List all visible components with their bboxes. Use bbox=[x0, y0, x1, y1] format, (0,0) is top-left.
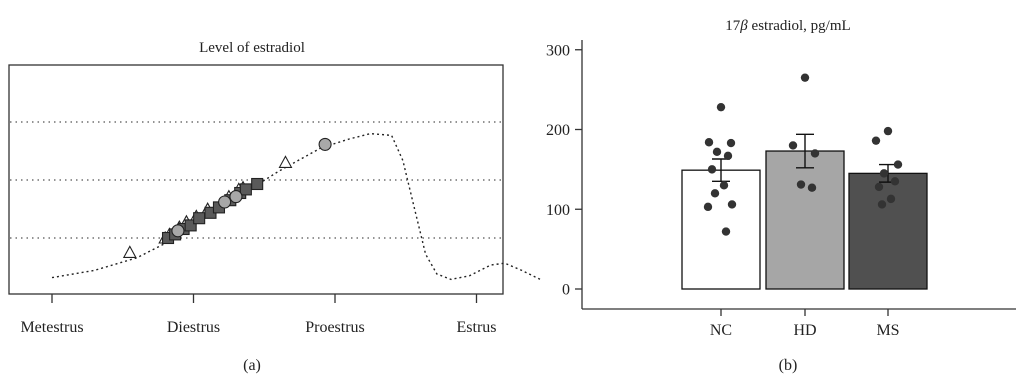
point-nc-4 bbox=[723, 151, 733, 161]
point-nc-9 bbox=[703, 202, 713, 212]
y-ticks: 0 100 200 300 bbox=[546, 42, 582, 299]
panel-a: Level of estradiol Metestrus Diestrus Pr… bbox=[8, 40, 541, 374]
circle-marker-1 bbox=[218, 195, 232, 209]
x-tick-label-nc: NC bbox=[710, 322, 732, 339]
point-hd-3 bbox=[796, 180, 806, 189]
triangle-marker-0 bbox=[122, 245, 137, 258]
point-ms-0 bbox=[883, 126, 893, 136]
point-nc-10 bbox=[721, 227, 731, 236]
x-tick-label-hd: HD bbox=[793, 322, 816, 339]
square-marker-10 bbox=[251, 177, 264, 191]
y-tick-label-100: 100 bbox=[546, 202, 570, 219]
point-nc-6 bbox=[719, 181, 729, 190]
point-nc-1 bbox=[704, 138, 714, 147]
bar-nc bbox=[681, 169, 761, 290]
bar-ms bbox=[848, 172, 928, 290]
point-ms-6 bbox=[886, 194, 896, 204]
point-hd-1 bbox=[788, 141, 798, 150]
error-bars bbox=[712, 133, 897, 183]
y-tick-label-0: 0 bbox=[562, 282, 570, 299]
point-nc-5 bbox=[707, 165, 717, 174]
title-number: 17 bbox=[725, 18, 741, 34]
circle-marker-0 bbox=[171, 224, 185, 238]
panel-b: 17β estradiol, pg/mL 0 100 200 300 NC HD MS (… bbox=[546, 18, 1016, 374]
title-rest: estradiol, pg/mL bbox=[748, 18, 851, 34]
point-ms-5 bbox=[874, 182, 884, 192]
square-marker-3 bbox=[184, 219, 197, 232]
panel-a-label: (a) bbox=[243, 357, 261, 374]
point-hd-0 bbox=[800, 73, 810, 82]
point-hd-4 bbox=[807, 183, 817, 192]
point-ms-4 bbox=[890, 177, 900, 186]
panel-b-label: (b) bbox=[779, 357, 798, 374]
point-ms-1 bbox=[871, 136, 881, 145]
x-tick-label-estrus: Estrus bbox=[457, 319, 497, 336]
x-tick-label-ms: MS bbox=[876, 322, 899, 339]
bars bbox=[681, 150, 928, 290]
y-tick-label-200: 200 bbox=[546, 122, 570, 139]
chart-b-title: 17β estradiol, pg/mL bbox=[725, 18, 850, 34]
y-tick-label-300: 300 bbox=[546, 42, 570, 59]
chart-a-x-ticks bbox=[51, 294, 478, 303]
circle-marker-2 bbox=[229, 190, 243, 204]
triangle-marker-10 bbox=[278, 155, 293, 168]
point-nc-3 bbox=[712, 147, 722, 157]
title-beta-symbol: β bbox=[739, 18, 748, 34]
point-ms-3 bbox=[879, 169, 889, 178]
chart-a-title: Level of estradiol bbox=[199, 40, 305, 56]
point-ms-2 bbox=[893, 160, 903, 169]
x-tick-label-diestrus: Diestrus bbox=[167, 319, 220, 336]
point-nc-7 bbox=[710, 189, 720, 198]
bar-hd bbox=[765, 150, 845, 290]
point-nc-8 bbox=[727, 200, 737, 209]
point-nc-2 bbox=[726, 138, 736, 148]
data-points bbox=[703, 73, 903, 236]
circle-marker-3 bbox=[318, 137, 332, 151]
x-tick-label-metestrus: Metestrus bbox=[20, 319, 83, 336]
chart-a-plot-frame bbox=[8, 64, 504, 295]
square-marker-9 bbox=[239, 183, 252, 196]
square-marker-4 bbox=[193, 212, 206, 225]
chart-a-markers bbox=[122, 137, 332, 258]
x-tick-label-proestrus: Proestrus bbox=[305, 319, 365, 336]
point-nc-0 bbox=[716, 102, 726, 112]
point-ms-7 bbox=[877, 200, 887, 209]
point-hd-2 bbox=[810, 149, 820, 158]
x-ticks: NC HD MS bbox=[710, 309, 900, 339]
